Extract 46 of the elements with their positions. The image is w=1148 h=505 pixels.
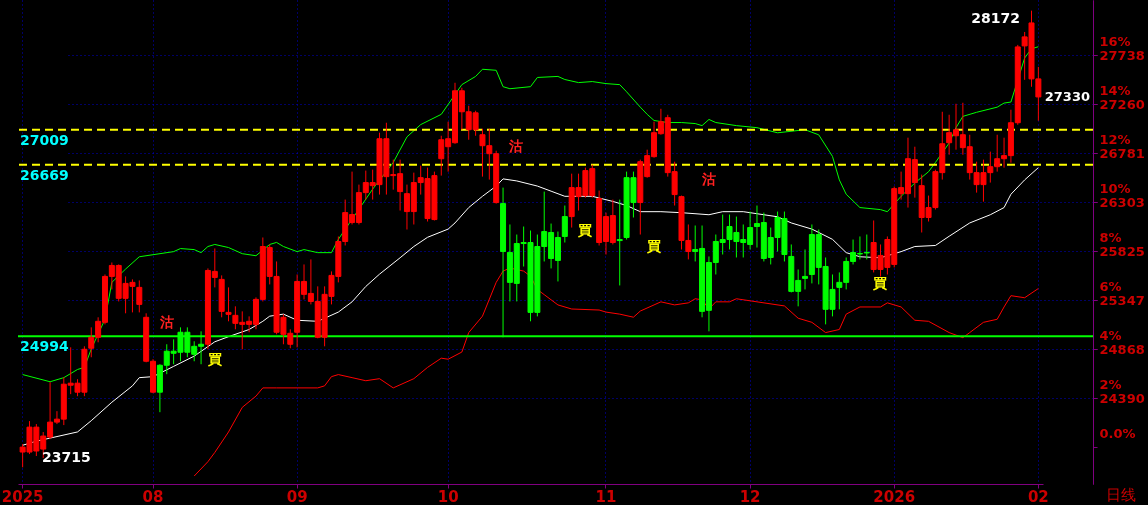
- y-tick-label: 27738: [1099, 47, 1145, 63]
- x-tick-label: 11: [595, 487, 617, 505]
- candlestick: [225, 286, 232, 322]
- annotation: 23715: [42, 449, 91, 465]
- x-tick-label: 2026: [873, 487, 916, 505]
- annotation: 買: [577, 222, 592, 238]
- ref-line-label: 26669: [20, 166, 69, 183]
- candlestick: [616, 199, 623, 286]
- text: 日线: [1106, 486, 1136, 504]
- candlestick: [802, 248, 809, 290]
- annotation: 買: [872, 275, 887, 291]
- x-tick-label: 12: [739, 487, 761, 505]
- annotation: 沽: [508, 138, 523, 154]
- annotation: 買: [207, 351, 222, 367]
- y-tick-label: 26303: [1099, 194, 1145, 210]
- annotation: 沽: [159, 314, 174, 330]
- annotation: 買: [646, 238, 661, 254]
- ref-line-label: 27009: [20, 131, 69, 148]
- x-tick-label: 10: [437, 487, 459, 505]
- y2-tick-label: 12%: [1099, 131, 1131, 147]
- x-tick-label: 09: [286, 487, 308, 505]
- annotation: 28172: [971, 10, 1020, 26]
- candlestick: [561, 205, 568, 244]
- annotation: 沽: [701, 171, 716, 187]
- y-tick-label: 25347: [1099, 292, 1145, 308]
- x-tick-label: 02: [1027, 487, 1049, 505]
- y2-tick-label: 4%: [1099, 327, 1122, 343]
- text: 27330: [1044, 89, 1090, 104]
- y-tick-label: 27260: [1099, 96, 1145, 112]
- y2-tick-label: 16%: [1099, 33, 1131, 49]
- y2-tick-label: 2%: [1099, 376, 1122, 392]
- ref-line-label: 24994: [20, 338, 69, 355]
- line-series: [22, 46, 1039, 383]
- y2-tick-label: 10%: [1099, 180, 1131, 196]
- y-tick-label: 24390: [1099, 390, 1145, 406]
- y-tick-label: 26781: [1099, 145, 1145, 161]
- x-tick-label: 2025: [1, 487, 44, 505]
- y2-tick-label: 8%: [1099, 229, 1122, 245]
- y2-tick-label: 14%: [1099, 82, 1131, 98]
- y2-tick-label: 6%: [1099, 278, 1122, 294]
- y-tick-label: 25825: [1099, 243, 1145, 259]
- x-tick-label: 08: [142, 487, 164, 505]
- line-series: [193, 267, 1039, 477]
- candlestick: [136, 279, 143, 313]
- y-tick-label: 24868: [1099, 341, 1145, 357]
- y2-tick-label: 0.0%: [1099, 425, 1136, 441]
